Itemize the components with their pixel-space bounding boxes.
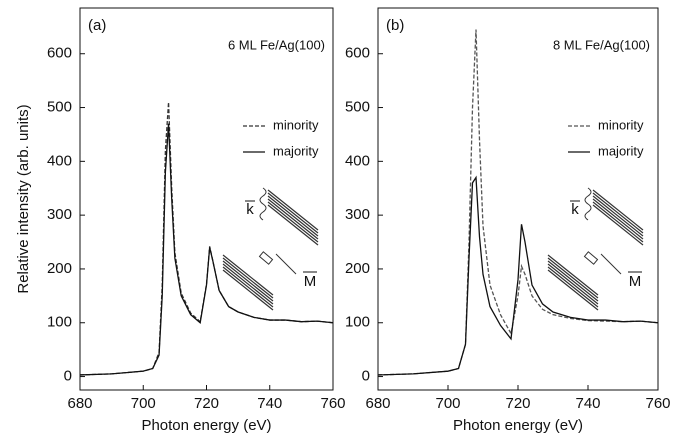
y-tick-label: 300 — [345, 206, 370, 223]
y-tick-label: 100 — [47, 314, 72, 331]
inset-field — [583, 251, 599, 265]
series-line — [377, 29, 659, 376]
y-tick-label: 0 — [362, 368, 370, 385]
inset-stripe — [547, 263, 599, 305]
inset-stripe — [592, 201, 644, 243]
inset-stripe — [222, 266, 274, 308]
inset-arrow — [275, 253, 297, 275]
inset-stripe — [267, 195, 319, 237]
inset-stripe — [222, 269, 274, 311]
inset-stripe — [547, 266, 599, 308]
inset-stripe — [592, 195, 644, 237]
annotation: k — [571, 201, 579, 218]
y-tick-label: 500 — [47, 99, 72, 116]
inset-stripe — [547, 269, 599, 311]
x-tick-label: 700 — [435, 395, 460, 412]
y-tick-label: 600 — [345, 45, 370, 62]
y-tick-label: 100 — [345, 314, 370, 331]
x-tick-label: 680 — [67, 395, 92, 412]
inset-stripe — [592, 189, 644, 231]
series-line — [79, 123, 334, 376]
y-tick-label: 400 — [345, 152, 370, 169]
panel-label: (a) — [88, 17, 106, 34]
inset-stripe — [267, 201, 319, 243]
plot-frame — [79, 7, 334, 391]
y-tick-label: 400 — [47, 152, 72, 169]
y-tick-label: 200 — [47, 260, 72, 277]
inset-field — [258, 251, 274, 265]
x-tick-label: 720 — [194, 395, 219, 412]
x-axis-label: Photon energy (eV) — [453, 417, 583, 434]
x-tick-label: 700 — [131, 395, 156, 412]
legend-label: minority — [598, 117, 644, 132]
inset-stripe — [222, 254, 274, 296]
inset-stripe — [267, 192, 319, 234]
annotation: k — [246, 201, 254, 218]
annotation: M — [629, 273, 642, 290]
inset-wave — [259, 187, 267, 221]
plot-frame — [377, 7, 659, 391]
x-tick-label: 760 — [645, 395, 670, 412]
y-tick-label: 200 — [345, 260, 370, 277]
inset-stripe — [547, 254, 599, 296]
inset-stripe — [547, 257, 599, 299]
inset-arrow — [600, 253, 622, 275]
x-tick-label: 740 — [257, 395, 282, 412]
y-tick-label: 600 — [47, 45, 72, 62]
inset: kM — [547, 187, 644, 311]
panel-title: 6 ML Fe/Ag(100) — [228, 37, 325, 52]
x-tick-label: 760 — [320, 395, 345, 412]
inset-stripe — [267, 198, 319, 240]
legend-label: minority — [273, 117, 319, 132]
inset-stripe — [222, 263, 274, 305]
x-tick-label: 720 — [505, 395, 530, 412]
inset: kM — [222, 187, 319, 311]
inset-stripe — [222, 260, 274, 302]
inset-stripe — [267, 189, 319, 231]
y-tick-label: 500 — [345, 99, 370, 116]
series-line — [377, 175, 659, 376]
y-tick-label: 0 — [64, 368, 72, 385]
panel-title: 8 ML Fe/Ag(100) — [553, 37, 650, 52]
inset-stripe — [267, 204, 319, 246]
inset-wave — [584, 187, 592, 221]
y-axis-label: Relative intensity (arb. units) — [15, 104, 32, 293]
inset-stripe — [547, 260, 599, 302]
inset-stripe — [222, 257, 274, 299]
inset-stripe — [592, 204, 644, 246]
panel-label: (b) — [386, 17, 404, 34]
x-axis-label: Photon energy (eV) — [141, 417, 271, 434]
inset-stripe — [592, 192, 644, 234]
y-tick-label: 300 — [47, 206, 72, 223]
legend-label: majority — [273, 143, 319, 158]
inset-stripe — [592, 198, 644, 240]
annotation: M — [304, 273, 317, 290]
legend-label: majority — [598, 143, 644, 158]
x-tick-label: 680 — [365, 395, 390, 412]
x-tick-label: 740 — [575, 395, 600, 412]
